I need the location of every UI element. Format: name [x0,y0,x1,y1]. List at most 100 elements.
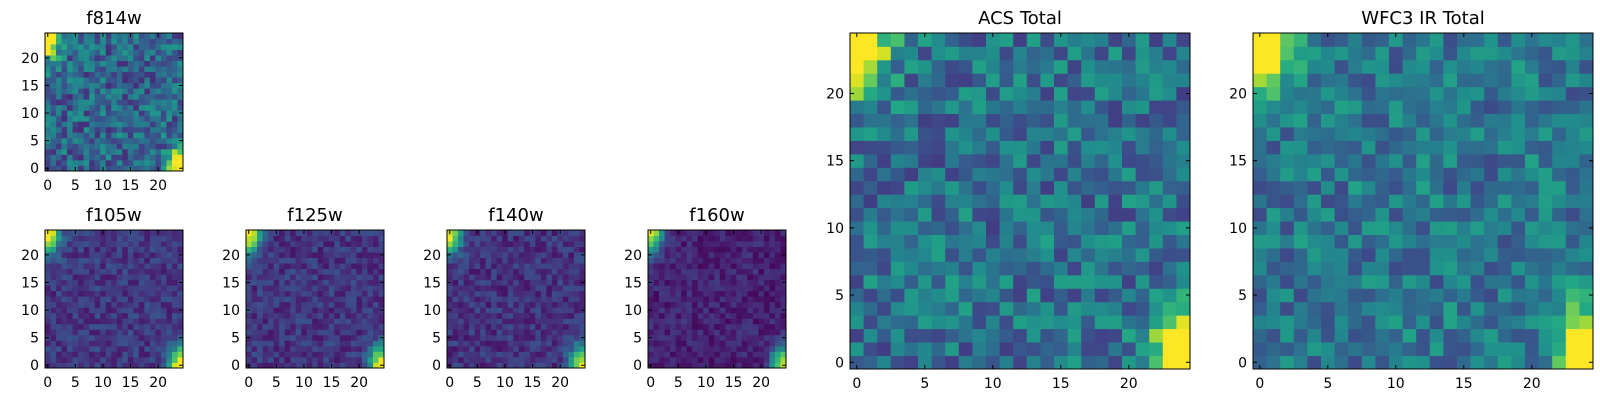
heatmap-cell [730,312,737,319]
heatmap-cell [334,318,341,325]
heatmap-cell [1054,153,1068,168]
heatmap-cell [160,137,167,144]
heatmap-cell [111,296,118,303]
heatmap-cell [579,246,586,253]
heatmap-cell [1293,355,1308,370]
heatmap-cell [45,235,51,242]
heatmap-cell [155,55,162,61]
heatmap-cell [747,230,754,236]
heatmap-cell [1389,86,1403,101]
heatmap-cell [529,307,536,314]
heatmap-cell [877,167,892,182]
heatmap-cell [111,66,118,73]
heatmap-cell [474,323,481,330]
heatmap-cell [736,230,743,236]
heatmap-cell [999,180,1014,195]
heatmap-cell [149,334,156,341]
heatmap-cell [1122,153,1136,168]
heatmap-cell [72,329,79,336]
heatmap-cell [653,329,660,336]
heatmap-cell [83,340,90,347]
heatmap-cell [529,301,536,308]
heatmap-cell [1402,207,1417,222]
heatmap-cell [177,323,184,330]
heatmap-cell [659,285,665,292]
heatmap-cell [972,33,987,47]
heatmap-cell [447,268,453,275]
heatmap-cell [1081,207,1096,222]
heatmap-cell [1067,261,1082,276]
heatmap-cell [356,279,363,286]
heatmap-cell [94,66,101,73]
heatmap-cell [127,77,134,84]
heatmap-cell [697,334,704,341]
heatmap-cell [1429,46,1444,61]
heatmap-cell [931,288,946,303]
heatmap-cell [1443,140,1458,155]
heatmap-cell [171,49,178,56]
heatmap-cell [1525,274,1539,289]
heatmap-cell [138,148,145,155]
heatmap-cell [546,301,553,308]
heatmap-cell [763,230,770,236]
heatmap-cell [1176,261,1191,276]
heatmap-cell [1253,261,1267,276]
heatmap-cell [122,241,129,247]
heatmap-cell [774,279,781,286]
heatmap-cell [747,279,754,286]
heatmap-cell [345,257,352,264]
heatmap-cell [171,88,178,95]
heatmap-cell [334,312,341,319]
heatmap-cell [918,261,932,276]
heatmap-cell [61,137,68,144]
heatmap-cell [1565,261,1580,276]
heatmap-cell [372,301,379,308]
heatmap-cell [61,38,68,45]
heatmap-cell [339,235,346,242]
heatmap-cell [149,301,156,308]
heatmap-cell [958,140,973,155]
heatmap-cell [758,323,765,330]
heatmap-cell [45,274,51,281]
heatmap-cell [1026,86,1041,101]
heatmap-cell [1389,301,1403,316]
heatmap-cell [551,312,558,319]
heatmap-cell [1013,221,1028,235]
heatmap-cell [149,60,156,67]
heatmap-cell [877,355,892,370]
heatmap-cell [877,59,892,74]
heatmap-cell [945,207,960,222]
heatmap-cell [138,93,145,100]
heatmap-cell [1361,288,1376,303]
y-tick-label: 15 [21,78,39,94]
heatmap-cell [257,329,263,336]
heatmap-cell [67,307,73,314]
heatmap-cell [485,241,492,247]
heatmap-cell [931,315,946,330]
heatmap-cell [474,257,481,264]
heatmap-cell [480,246,487,253]
heatmap-cell [1054,180,1068,195]
heatmap-cell [1443,194,1458,209]
heatmap-cell [1266,194,1281,209]
heatmap-cell [945,342,960,356]
heatmap-cell [551,263,558,270]
heatmap-cell [670,268,676,275]
heatmap-cell [155,323,162,330]
heatmap-cell [1402,248,1417,262]
heatmap-cell [78,268,85,275]
heatmap-cell [513,285,520,292]
heatmap-cell [681,241,688,247]
heatmap-cell [127,301,134,308]
heatmap-cell [474,235,481,242]
heatmap-cell [546,235,553,242]
heatmap-cell [350,274,357,281]
heatmap-cell [284,290,291,297]
heatmap-cell [863,234,878,249]
heatmap-cell [1040,221,1055,235]
heatmap-cell [736,323,743,330]
heatmap-cell [1348,73,1363,88]
heatmap-cell [1525,86,1539,101]
heatmap-cell [780,290,787,297]
heatmap-cell [918,342,932,356]
